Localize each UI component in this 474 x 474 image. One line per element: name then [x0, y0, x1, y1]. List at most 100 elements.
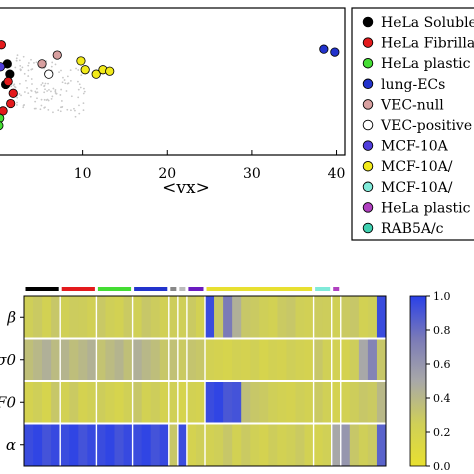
heatmap-cell	[141, 381, 152, 424]
background-point	[36, 91, 39, 94]
x-axis-label: <vx>	[162, 178, 210, 198]
background-point	[58, 71, 60, 74]
background-point	[43, 106, 46, 109]
background-point	[27, 92, 30, 95]
heatmap-cell	[78, 381, 88, 424]
heatmap-cell	[367, 338, 378, 382]
background-point	[66, 108, 69, 111]
heatmap-cell	[114, 338, 124, 382]
heatmap-cell	[241, 296, 251, 339]
background-point	[34, 107, 37, 110]
heatmap-cell	[24, 296, 34, 339]
background-point	[35, 61, 38, 64]
background-point	[18, 82, 21, 85]
background-point	[16, 104, 18, 106]
background-point	[82, 102, 85, 105]
background-point	[18, 59, 21, 62]
background-point	[16, 96, 19, 99]
background-point	[36, 87, 38, 90]
legend-marker	[362, 37, 374, 48]
heatmap-cell	[159, 296, 170, 339]
heatmap-cell	[186, 423, 197, 467]
background-point	[25, 79, 27, 82]
heatmap-dividers	[24, 296, 386, 466]
heatmap-cell	[195, 296, 206, 339]
background-point	[50, 90, 52, 93]
heatmap-cell	[51, 296, 61, 339]
background-point	[31, 83, 33, 85]
heatmap-cell	[24, 381, 34, 424]
legend-label: HeLa plastic	[381, 200, 471, 216]
row-label: F0	[0, 393, 16, 411]
scatter-point	[330, 47, 340, 57]
background-point	[79, 86, 82, 89]
legend-label: HeLa Soluble	[381, 15, 474, 31]
background-point	[52, 111, 54, 114]
heatmap-cell	[277, 296, 287, 339]
heatmap-frame	[23, 295, 387, 467]
heatmap-cell	[69, 296, 79, 339]
background-point	[54, 89, 57, 91]
heatmap-cell	[114, 296, 124, 339]
heatmap-cell	[376, 423, 387, 467]
heatmap-cell	[295, 423, 305, 467]
background-point	[70, 109, 72, 112]
legend-label: MCF-10A/	[381, 159, 453, 175]
heatmap-cell	[313, 381, 324, 424]
group-color-bar	[61, 287, 95, 291]
background-point	[77, 88, 80, 91]
group-color-bar	[25, 287, 59, 291]
heatmap-cell	[159, 338, 170, 382]
background-point	[65, 90, 68, 92]
background-point	[51, 61, 54, 64]
heatmap-cell	[141, 338, 152, 382]
scatter-point	[0, 106, 8, 116]
scatter-point	[80, 65, 90, 75]
legend-label: VEC-null	[380, 97, 444, 113]
heatmap-cell	[87, 296, 97, 339]
background-point	[83, 90, 86, 93]
heatmap-cells	[24, 296, 387, 467]
heatmap-cell	[358, 338, 369, 382]
background-point	[44, 82, 47, 85]
heatmap-cell	[168, 423, 179, 467]
background-point	[83, 87, 85, 90]
background-point	[80, 74, 83, 77]
heatmap-cell	[277, 381, 287, 424]
heatmap-cell	[105, 296, 115, 339]
background-point	[46, 90, 49, 92]
heatmap-cell	[78, 423, 88, 467]
legend-entry: MCF-10A	[362, 139, 449, 155]
background-point	[50, 65, 53, 68]
heatmap-cell	[60, 338, 70, 382]
background-point	[78, 112, 81, 115]
row-label: β	[6, 308, 16, 326]
heatmap-cell	[313, 423, 324, 467]
background-point	[52, 87, 55, 90]
heatmap-cell	[96, 296, 106, 339]
background-point	[60, 100, 63, 102]
legend-entry: RAB5A/c	[362, 221, 444, 237]
heatmap-cell	[123, 296, 133, 339]
scatter-point	[76, 56, 86, 66]
background-point	[14, 66, 17, 69]
background-point	[59, 94, 62, 96]
heatmap-cell	[60, 423, 70, 467]
legend-label: RAB5A/c	[381, 221, 444, 237]
heatmap-cell	[340, 296, 351, 339]
legend-label: VEC-positive	[380, 118, 472, 134]
background-point	[54, 90, 57, 93]
background-point	[78, 83, 81, 86]
heatmap-cell	[340, 338, 351, 382]
heatmap-cell	[195, 381, 206, 424]
colorbar-gradient	[409, 295, 427, 467]
heatmap-cell	[177, 381, 188, 424]
heatmap-cell	[250, 338, 260, 382]
legend-marker	[362, 222, 374, 234]
scatter-point	[0, 113, 5, 123]
background-point	[23, 72, 26, 75]
background-point	[30, 68, 33, 71]
heatmap-cell	[259, 296, 269, 339]
heatmap-cell	[214, 423, 224, 467]
